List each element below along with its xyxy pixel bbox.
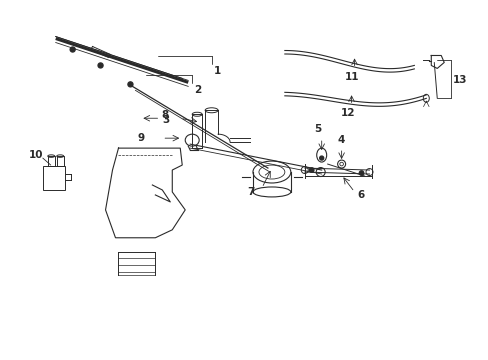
Circle shape [309, 168, 313, 172]
Text: 5: 5 [313, 124, 321, 134]
Text: 7: 7 [247, 187, 254, 197]
Circle shape [319, 156, 323, 160]
Text: 10: 10 [29, 150, 43, 160]
Circle shape [98, 63, 103, 68]
Text: 6: 6 [357, 190, 364, 200]
Text: 4: 4 [337, 135, 345, 145]
Text: 8: 8 [161, 110, 168, 120]
Circle shape [128, 82, 133, 87]
Text: 13: 13 [452, 75, 467, 85]
Text: 9: 9 [137, 133, 144, 143]
Circle shape [359, 171, 363, 175]
Text: 1: 1 [214, 67, 221, 76]
Text: 12: 12 [340, 108, 354, 118]
Text: 3: 3 [162, 115, 169, 125]
Text: 11: 11 [344, 72, 358, 82]
Circle shape [70, 47, 75, 52]
Text: 2: 2 [194, 85, 201, 95]
